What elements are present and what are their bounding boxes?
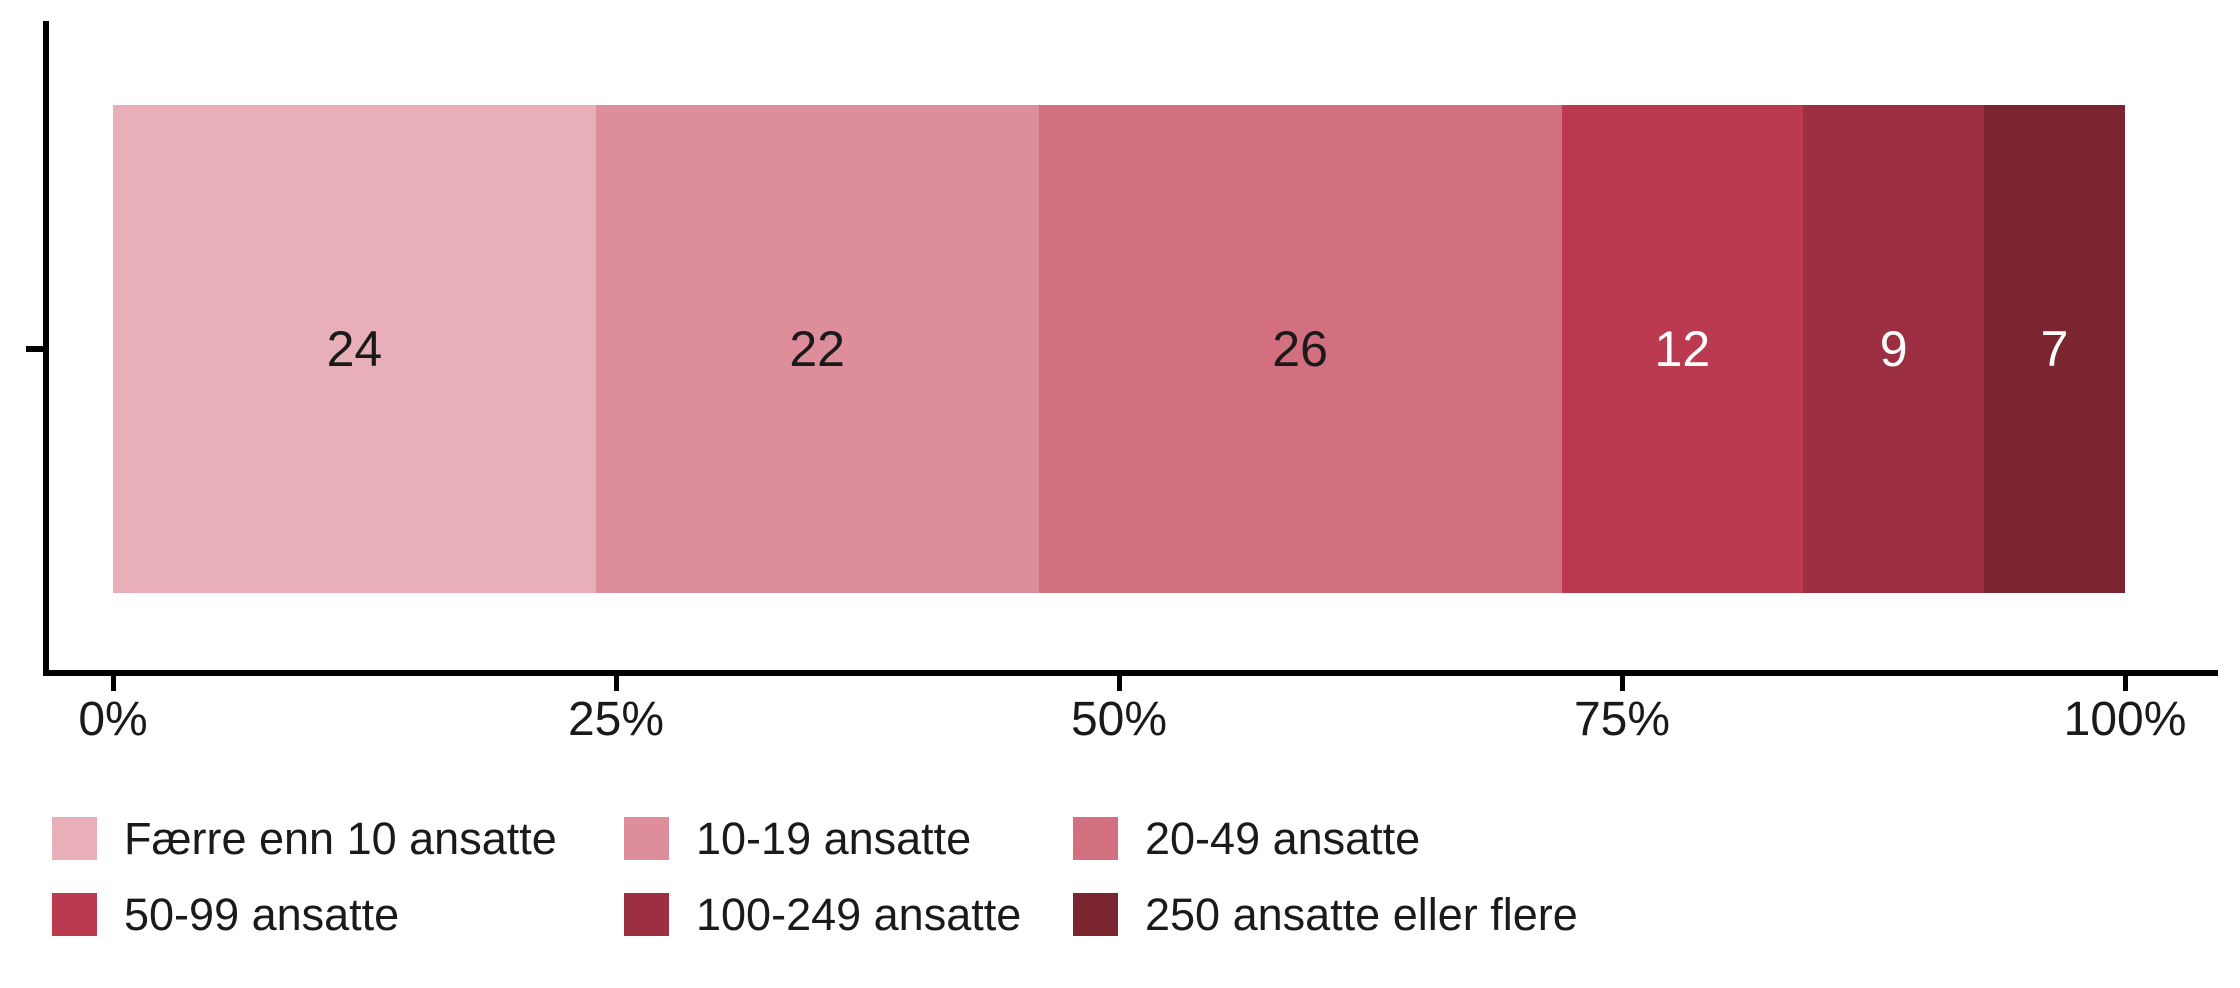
legend-label: 250 ansatte eller flere bbox=[1145, 889, 1578, 940]
x-axis-tick-label: 50% bbox=[1070, 693, 1168, 746]
x-axis-tick-label: 25% bbox=[567, 693, 665, 746]
bar-segment: 22 bbox=[595, 105, 1039, 593]
legend-swatch bbox=[1073, 817, 1118, 860]
legend-item: 10-19 ansatte bbox=[624, 813, 972, 864]
segment-value-label: 9 bbox=[1879, 321, 1908, 377]
legend-item: 50-99 ansatte bbox=[52, 889, 400, 940]
segment-value-label: 24 bbox=[326, 321, 383, 377]
bar-segment: 26 bbox=[1038, 105, 1562, 593]
x-axis-tick bbox=[1116, 676, 1122, 691]
legend-item: 100-249 ansatte bbox=[624, 889, 1022, 940]
legend-label: 100-249 ansatte bbox=[696, 889, 1022, 940]
bar-segment: 7 bbox=[1984, 105, 2125, 593]
legend-swatch bbox=[624, 817, 669, 860]
legend-swatch bbox=[624, 893, 669, 936]
legend-swatch bbox=[52, 893, 97, 936]
x-axis-tick bbox=[1619, 676, 1625, 691]
legend-label: Færre enn 10 ansatte bbox=[124, 813, 557, 864]
stacked-bar: 24 22 26 12 9 7 bbox=[113, 105, 2125, 593]
bar-segment: 9 bbox=[1803, 105, 1985, 593]
legend-swatch bbox=[52, 817, 97, 860]
x-axis-tick-label: 75% bbox=[1573, 693, 1671, 746]
segment-value-label: 7 bbox=[2040, 321, 2069, 377]
x-axis-tick bbox=[110, 676, 116, 691]
y-axis-tick bbox=[26, 346, 43, 352]
bar-segment: 24 bbox=[113, 105, 596, 593]
x-axis-tick bbox=[2122, 676, 2128, 691]
segment-value-label: 12 bbox=[1654, 321, 1711, 377]
bar-segment: 12 bbox=[1561, 105, 1804, 593]
legend-item: 250 ansatte eller flere bbox=[1073, 889, 1578, 940]
legend-swatch bbox=[1073, 893, 1118, 936]
x-axis-tick bbox=[613, 676, 619, 691]
legend-label: 50-99 ansatte bbox=[124, 889, 400, 940]
legend-item: 20-49 ansatte bbox=[1073, 813, 1421, 864]
legend-label: 20-49 ansatte bbox=[1145, 813, 1421, 864]
legend-label: 10-19 ansatte bbox=[696, 813, 972, 864]
y-axis-line bbox=[43, 21, 49, 676]
x-axis-tick-label: 100% bbox=[2063, 693, 2187, 746]
x-axis-tick-label: 0% bbox=[78, 693, 148, 746]
legend-item: Færre enn 10 ansatte bbox=[52, 813, 557, 864]
segment-value-label: 26 bbox=[1272, 321, 1328, 377]
x-axis-line bbox=[43, 670, 2218, 676]
segment-value-label: 22 bbox=[789, 321, 845, 377]
